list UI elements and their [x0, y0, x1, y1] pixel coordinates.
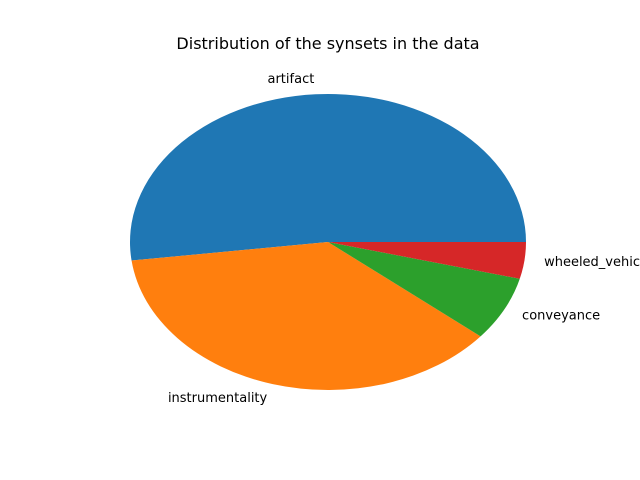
- pie-slice-conveyance: [328, 242, 520, 337]
- pie-slice-artifact: [129, 94, 527, 261]
- chart-title: Distribution of the synsets in the data: [176, 34, 479, 53]
- pie-label-wheeled-vehicle: wheeled_vehicle: [544, 255, 640, 270]
- pie-label-artifact: artifact: [268, 72, 315, 87]
- pie-labels: artifact instrumentality conveyance wheeled…: [168, 72, 640, 406]
- pie-label-instrumentality: instrumentality: [168, 391, 268, 406]
- pie-slices: [129, 94, 527, 391]
- pie-slice-instrumentality: [131, 242, 481, 391]
- pie-slice-wheeled-vehicle: [328, 242, 526, 279]
- pie-label-conveyance: conveyance: [522, 308, 600, 323]
